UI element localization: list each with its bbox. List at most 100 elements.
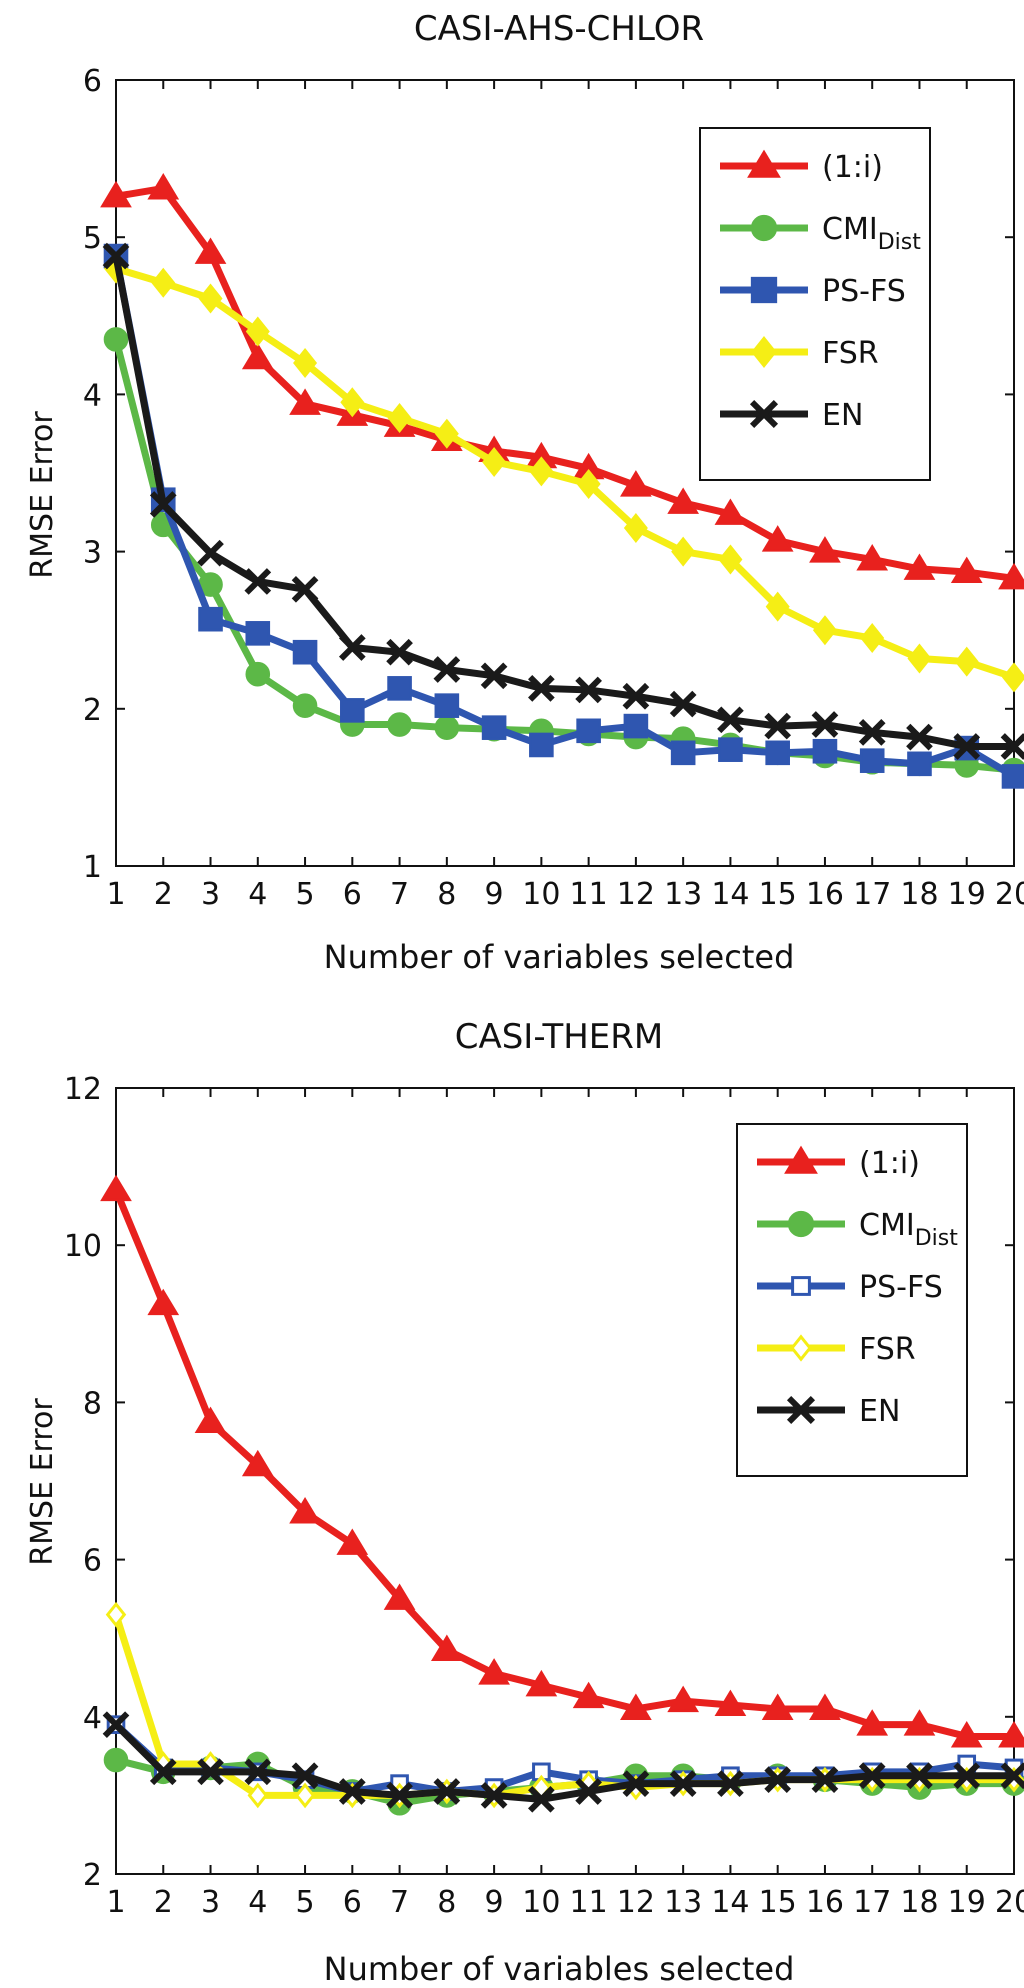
- x-tick-label: 17: [853, 877, 891, 912]
- legend-entry-1-i: (1:i): [720, 149, 883, 185]
- legend-entry-en: EN: [757, 1394, 900, 1429]
- data-point-en: [197, 1758, 224, 1786]
- x-tick-label: 16: [806, 1885, 844, 1920]
- x-tick-label: 10: [522, 1885, 560, 1920]
- x-tick-label: 5: [296, 1885, 315, 1920]
- legend-box: [736, 1123, 968, 1477]
- x-tick-label: 14: [711, 877, 749, 912]
- data-point-1-i: [950, 1721, 983, 1748]
- x-tick-label: 18: [900, 1885, 938, 1920]
- data-point-en: [291, 1762, 319, 1790]
- data-point-1-i: [667, 487, 700, 514]
- x-tick-label: 10: [522, 877, 560, 912]
- x-tick-label: 11: [570, 1885, 608, 1920]
- data-point-fsr: [907, 643, 932, 674]
- data-point-en: [291, 575, 319, 603]
- x-tick-label: 9: [485, 877, 504, 912]
- data-point-ps-fs: [434, 693, 460, 718]
- legend-entry-en: EN: [720, 398, 863, 433]
- legend-label-1-i: (1:i): [822, 150, 883, 185]
- data-point-en: [338, 1778, 366, 1805]
- data-point-en: [811, 711, 839, 738]
- data-point-en: [386, 1782, 413, 1809]
- data-point-en: [858, 719, 886, 746]
- data-point-fsr: [387, 402, 412, 433]
- data-point-ps-fs: [387, 676, 412, 701]
- chart-casi-ahs-chlor: CASI-AHS-CHLOR RMSE Error Number of vari…: [25, 9, 1024, 976]
- data-point-fsr: [765, 591, 790, 622]
- legend-marker-ps-fs: [791, 1276, 811, 1296]
- data-point-fsr: [860, 623, 885, 654]
- chart-title: CASI-AHS-CHLOR: [414, 9, 704, 49]
- data-point-1-i: [525, 1669, 558, 1697]
- data-point-en: [197, 539, 224, 567]
- data-point-fsr: [671, 536, 696, 567]
- legend-marker-1-i: [747, 149, 781, 178]
- data-point-cmi-dist: [292, 693, 318, 718]
- data-point-en: [622, 1770, 650, 1797]
- legend-box: [699, 127, 931, 481]
- data-point-1-i: [336, 1528, 369, 1555]
- data-point-fsr: [1001, 662, 1024, 693]
- x-tick-label: 15: [759, 877, 797, 912]
- data-point-fsr: [247, 1782, 269, 1809]
- series-lines: [100, 1174, 1024, 1816]
- x-tick-label: 2: [154, 1885, 173, 1920]
- data-point-1-i: [430, 1634, 463, 1661]
- data-point-1-i: [761, 525, 794, 552]
- data-point-en: [1000, 1762, 1024, 1790]
- y-tick-label: 8: [83, 1386, 102, 1421]
- x-tick-label: 12: [617, 1885, 655, 1920]
- data-point-en: [149, 491, 177, 518]
- data-point-1-i: [761, 1693, 794, 1720]
- data-point-1-i: [194, 1406, 227, 1434]
- series-1-i: [100, 1174, 1024, 1748]
- legend-entry-ps-fs: PS-FS: [757, 1270, 943, 1305]
- plot-area-frame: [115, 1087, 1015, 1875]
- x-tick-label: 3: [201, 877, 220, 912]
- data-point-ps-fs: [576, 718, 601, 744]
- data-point-fsr: [151, 267, 176, 298]
- legend-label-ps-fs: PS-FS: [859, 1270, 943, 1305]
- data-point-1-i: [241, 1449, 274, 1477]
- data-point-en: [811, 1766, 839, 1794]
- plot-area-frame: [115, 79, 1015, 867]
- data-point-en: [480, 662, 508, 690]
- data-point-en: [906, 723, 933, 751]
- legend-label-subscript: Dist: [878, 230, 922, 255]
- data-point-en: [717, 1770, 744, 1797]
- legend-marker-cmi-dist: [750, 214, 778, 242]
- x-tick-label: 11: [570, 877, 608, 912]
- data-point-en: [102, 1711, 130, 1739]
- data-point-fsr: [434, 418, 459, 449]
- legend-marker-1-i: [784, 1145, 818, 1174]
- data-point-fsr: [340, 387, 365, 418]
- data-point-cmi-dist: [387, 712, 412, 737]
- data-point-en: [575, 1778, 602, 1805]
- y-tick-label: 5: [83, 221, 102, 256]
- data-point-fsr: [198, 283, 223, 314]
- x-tick-label: 7: [390, 877, 409, 912]
- x-tick-label: 20: [995, 877, 1024, 912]
- data-point-en: [433, 656, 461, 683]
- x-tick-label: 6: [343, 877, 362, 912]
- data-point-1-i: [620, 1693, 652, 1720]
- data-point-en: [149, 1758, 177, 1786]
- x-tick-label: 5: [296, 877, 315, 912]
- data-point-1-i: [714, 498, 747, 525]
- x-axis-label: Number of variables selected: [324, 1950, 795, 1988]
- data-point-1-i: [100, 1174, 132, 1202]
- x-tick-label: 20: [995, 1885, 1024, 1920]
- data-point-1-i: [903, 553, 936, 580]
- data-point-cmi-dist: [434, 715, 460, 740]
- x-axis-label: Number of variables selected: [324, 938, 795, 976]
- y-tick-label: 2: [83, 1858, 102, 1893]
- x-tick-label: 7: [390, 1885, 409, 1920]
- data-point-1-i: [194, 237, 227, 264]
- data-point-ps-fs: [670, 740, 696, 766]
- legend-marker-en: [786, 1395, 816, 1425]
- data-point-ps-fs: [765, 740, 790, 766]
- x-tick-label: 12: [617, 877, 655, 912]
- series-line-en: [112, 255, 1014, 751]
